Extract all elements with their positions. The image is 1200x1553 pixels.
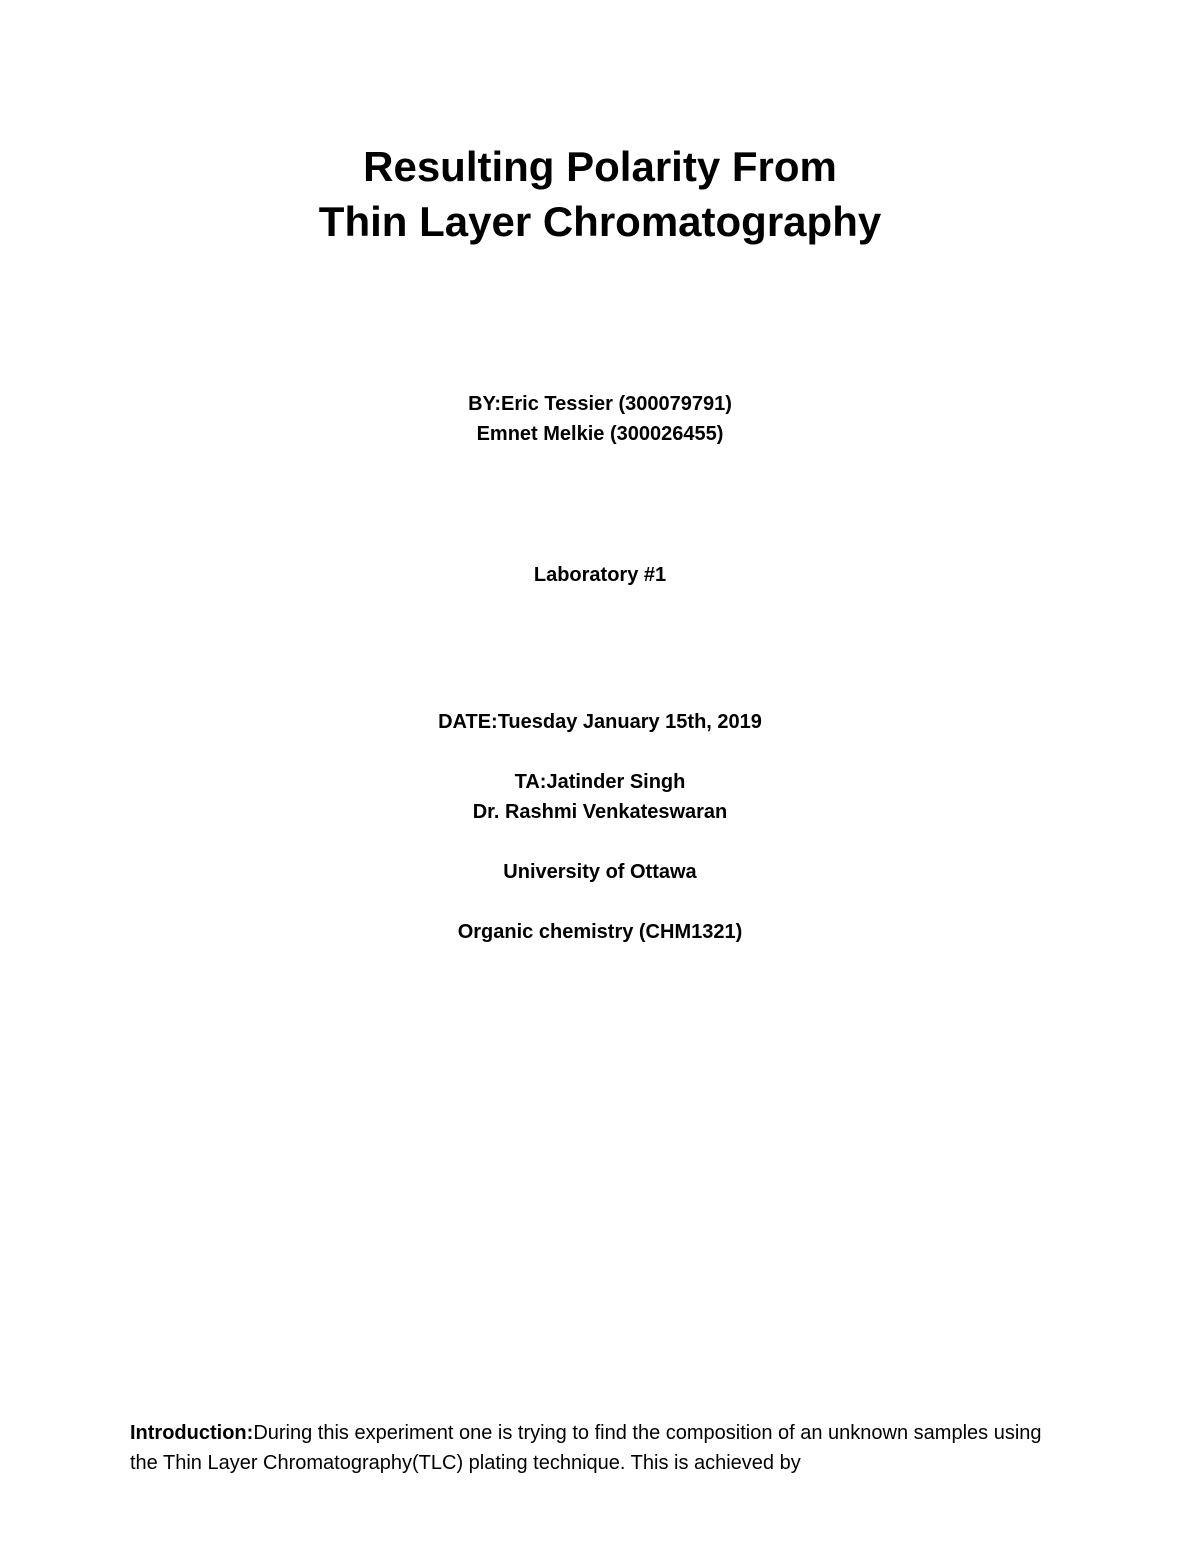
authors-block: BY:Eric Tessier (300079791) Emnet Melkie… [130, 389, 1070, 449]
intro-paragraph: Introduction:During this experiment one … [130, 1418, 1070, 1478]
spacer [130, 887, 1070, 917]
author-line-2: Emnet Melkie (300026455) [130, 419, 1070, 449]
date-line: DATE:Tuesday January 15th, 2019 [130, 707, 1070, 737]
intro-body: During this experiment one is trying to … [130, 1422, 1042, 1474]
lab-number: Laboratory #1 [130, 564, 1070, 587]
professor-line: Dr. Rashmi Venkateswaran [130, 797, 1070, 827]
lab-block: Laboratory #1 [130, 564, 1070, 587]
intro-label: Introduction: [130, 1422, 253, 1444]
spacer [130, 827, 1070, 857]
title-block: Resulting Polarity From Thin Layer Chrom… [130, 140, 1070, 249]
title-line-1: Resulting Polarity From [130, 140, 1070, 195]
document-page: Resulting Polarity From Thin Layer Chrom… [0, 0, 1200, 1007]
title-line-2: Thin Layer Chromatography [130, 195, 1070, 250]
course-line: Organic chemistry (CHM1321) [130, 917, 1070, 947]
university-line: University of Ottawa [130, 857, 1070, 887]
info-block: DATE:Tuesday January 15th, 2019 TA:Jatin… [130, 707, 1070, 947]
ta-line: TA:Jatinder Singh [130, 767, 1070, 797]
spacer [130, 737, 1070, 767]
author-line-1: BY:Eric Tessier (300079791) [130, 389, 1070, 419]
intro-block: Introduction:During this experiment one … [130, 1418, 1070, 1478]
